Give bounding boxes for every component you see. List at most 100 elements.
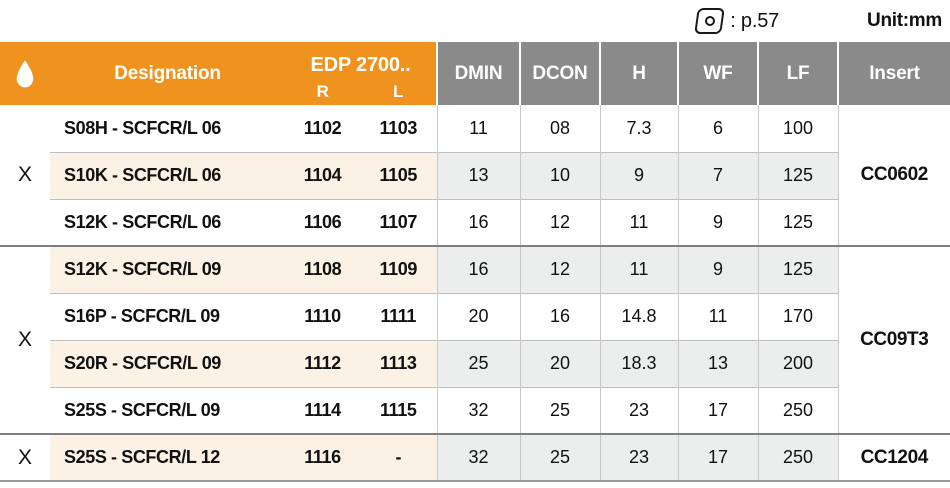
col-header-edp: EDP 2700.. R L xyxy=(285,42,437,105)
dcon-cell: 10 xyxy=(519,151,600,199)
lf-cell: 125 xyxy=(757,198,838,246)
dcon-cell: 16 xyxy=(519,292,600,340)
top-annotation-bar: : p.57 Unit:mm xyxy=(0,0,950,42)
dmin-cell: 32 xyxy=(436,434,520,481)
coolant-x-mark: X xyxy=(0,105,50,246)
dcon-cell: 25 xyxy=(519,434,600,481)
edp-r-cell: 1108 xyxy=(285,246,360,293)
edp-r-cell: 1116 xyxy=(285,434,360,481)
edp-l-cell: 1109 xyxy=(360,246,437,293)
h-cell: 11 xyxy=(599,246,678,293)
wf-cell: 9 xyxy=(677,246,758,293)
insert-group-CC0602: X S08H - SCFCR/L 06 1102 1103 11 08 7.3 6 100 CC0… xyxy=(0,105,950,246)
table-row: X S12K - SCFCR/L 09 1108 1109 16 12 11 9 125 CC09… xyxy=(0,246,950,434)
insert-group-CC09T3: X S12K - SCFCR/L 09 1108 1109 16 12 11 9 125 CC09… xyxy=(0,246,950,434)
h-cell: 7.3 xyxy=(599,105,678,152)
table-row: X S25S - SCFCR/L 12 1116-32 25 23 17 250 CC1204 xyxy=(0,434,950,481)
col-header-edp-r: R xyxy=(316,81,329,101)
lf-cell: 100 xyxy=(757,105,838,152)
designation-cell: S20R - SCFCR/L 09 xyxy=(50,339,285,387)
edp-r-cell: 1114 xyxy=(285,386,360,434)
h-cell: 14.8 xyxy=(599,292,678,340)
designation-cell: S16P - SCFCR/L 09 xyxy=(50,292,285,340)
lf-cell: 125 xyxy=(757,246,838,293)
cc-insert-shape-icon xyxy=(694,8,726,34)
edp-r-cell: 1104 xyxy=(285,151,360,199)
insert-cell: CC09T3 xyxy=(837,246,950,434)
coolant-x-mark: X xyxy=(0,434,50,481)
coolant-x-mark: X xyxy=(0,246,50,434)
h-cell: 9 xyxy=(599,151,678,199)
wf-cell: 13 xyxy=(677,339,758,387)
dmin-cell: 13 xyxy=(436,151,520,199)
col-header-dmin: DMIN xyxy=(436,42,520,105)
coolant-drop-icon xyxy=(16,59,34,87)
dmin-cell: 20 xyxy=(436,292,520,340)
h-cell: 23 xyxy=(599,386,678,434)
lf-cell: 250 xyxy=(757,386,838,434)
edp-l-cell: 1105 xyxy=(360,151,437,199)
designation-cell: S12K - SCFCR/L 09 xyxy=(50,246,285,293)
lf-cell: 200 xyxy=(757,339,838,387)
table-row: S12K - SCFCR/L 06 1106 1107 16 12 11 9 125 xyxy=(0,198,950,246)
designation-cell: S12K - SCFCR/L 06 xyxy=(50,198,285,246)
lf-cell: 250 xyxy=(757,434,838,481)
col-header-insert: Insert xyxy=(837,42,950,105)
edp-l-cell: 1107 xyxy=(360,198,437,246)
dcon-cell: 12 xyxy=(519,198,600,246)
dcon-cell: 25 xyxy=(519,386,600,434)
designation-cell: S25S - SCFCR/L 09 xyxy=(50,386,285,434)
h-cell: 23 xyxy=(599,434,678,481)
insert-group-CC1204: X S25S - SCFCR/L 12 1116-32 25 23 17 250 CC1204 xyxy=(0,434,950,481)
edp-r-cell: 1106 xyxy=(285,198,360,246)
edp-l-cell: 1111 xyxy=(360,292,437,340)
table-row: S20R - SCFCR/L 09 1112 1113 25 20 18.3 13 200 xyxy=(0,339,950,387)
wf-cell: 6 xyxy=(677,105,758,152)
edp-r-cell: 1102 xyxy=(303,117,342,138)
designation-cell: S25S - SCFCR/L 12 xyxy=(50,434,285,481)
coolant-column-header xyxy=(0,42,50,105)
h-cell: 18.3 xyxy=(599,339,678,387)
table-row: X S08H - SCFCR/L 06 1102 1103 11 08 7.3 6 100 CC0… xyxy=(0,105,950,246)
wf-cell: 11 xyxy=(677,292,758,340)
table-header: Designation EDP 2700.. R L DMIN DCON H W… xyxy=(0,42,950,105)
dmin-cell: 11 xyxy=(436,105,520,152)
table-row: S10K - SCFCR/L 06 1104 1105 13 10 9 7 125 xyxy=(0,151,950,199)
col-header-edp-l: L xyxy=(393,81,404,101)
wf-cell: 7 xyxy=(677,151,758,199)
col-header-wf: WF xyxy=(677,42,758,105)
edp-l-cell: 1113 xyxy=(360,339,437,387)
unit-label: Unit:mm xyxy=(867,10,942,31)
col-header-lf: LF xyxy=(757,42,838,105)
wf-cell: 17 xyxy=(677,386,758,434)
dcon-cell: 20 xyxy=(519,339,600,387)
lf-cell: 125 xyxy=(757,151,838,199)
lf-cell: 170 xyxy=(757,292,838,340)
edp-l-cell: - xyxy=(360,434,437,481)
designation-cell: S08H - SCFCR/L 06 xyxy=(64,117,221,138)
dmin-cell: 16 xyxy=(436,246,520,293)
spec-table: Designation EDP 2700.. R L DMIN DCON H W… xyxy=(0,42,950,482)
col-header-edp-label: EDP 2700.. xyxy=(310,53,411,76)
dcon-cell: 08 xyxy=(519,105,600,152)
col-header-designation: Designation xyxy=(50,42,285,105)
dmin-cell: 16 xyxy=(436,198,520,246)
edp-r-cell: 1112 xyxy=(285,339,360,387)
dmin-cell: 32 xyxy=(436,386,520,434)
wf-cell: 9 xyxy=(677,198,758,246)
insert-page-reference: : p.57 xyxy=(694,8,780,34)
insert-cell: CC0602 xyxy=(837,105,950,246)
edp-l-cell: 1115 xyxy=(360,386,437,434)
h-cell: 11 xyxy=(599,198,678,246)
edp-r-cell: 1110 xyxy=(285,292,360,340)
designation-cell: S10K - SCFCR/L 06 xyxy=(50,151,285,199)
table-row: S25S - SCFCR/L 09 1114 1115 32 25 23 17 250 xyxy=(0,386,950,434)
col-header-dcon: DCON xyxy=(519,42,600,105)
wf-cell: 17 xyxy=(677,434,758,481)
page-ref-label: : p.57 xyxy=(730,9,780,32)
edp-l-cell: 1103 xyxy=(379,117,418,138)
dmin-cell: 25 xyxy=(436,339,520,387)
col-header-h: H xyxy=(599,42,678,105)
table-row: S16P - SCFCR/L 09 1110 1111 20 16 14.8 11 170 xyxy=(0,292,950,340)
